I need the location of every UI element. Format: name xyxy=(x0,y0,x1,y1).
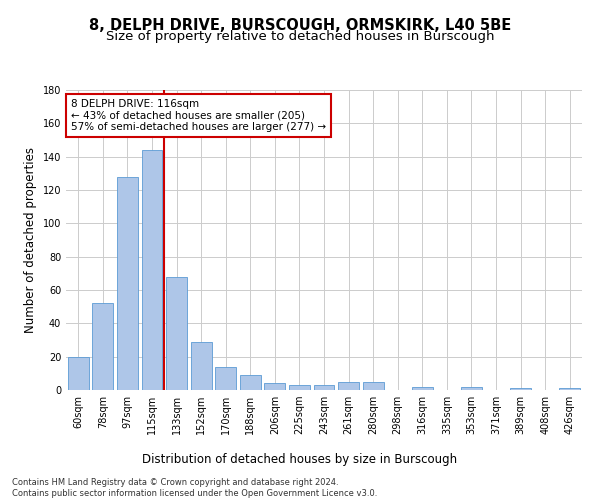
Bar xyxy=(338,382,359,390)
Bar xyxy=(68,356,89,390)
Text: 8 DELPH DRIVE: 116sqm
← 43% of detached houses are smaller (205)
57% of semi-det: 8 DELPH DRIVE: 116sqm ← 43% of detached … xyxy=(71,99,326,132)
Bar xyxy=(215,366,236,390)
Bar xyxy=(191,342,212,390)
Bar xyxy=(92,304,113,390)
Text: Distribution of detached houses by size in Burscough: Distribution of detached houses by size … xyxy=(142,452,458,466)
Bar xyxy=(265,384,286,390)
Bar xyxy=(559,388,580,390)
Bar xyxy=(362,382,383,390)
Bar xyxy=(289,385,310,390)
Bar xyxy=(412,386,433,390)
Y-axis label: Number of detached properties: Number of detached properties xyxy=(24,147,37,333)
Bar xyxy=(166,276,187,390)
Bar xyxy=(314,385,334,390)
Bar xyxy=(117,176,138,390)
Text: Contains HM Land Registry data © Crown copyright and database right 2024.
Contai: Contains HM Land Registry data © Crown c… xyxy=(12,478,377,498)
Bar xyxy=(142,150,163,390)
Bar xyxy=(510,388,531,390)
Text: Size of property relative to detached houses in Burscough: Size of property relative to detached ho… xyxy=(106,30,494,43)
Bar xyxy=(240,375,261,390)
Bar xyxy=(461,386,482,390)
Text: 8, DELPH DRIVE, BURSCOUGH, ORMSKIRK, L40 5BE: 8, DELPH DRIVE, BURSCOUGH, ORMSKIRK, L40… xyxy=(89,18,511,32)
